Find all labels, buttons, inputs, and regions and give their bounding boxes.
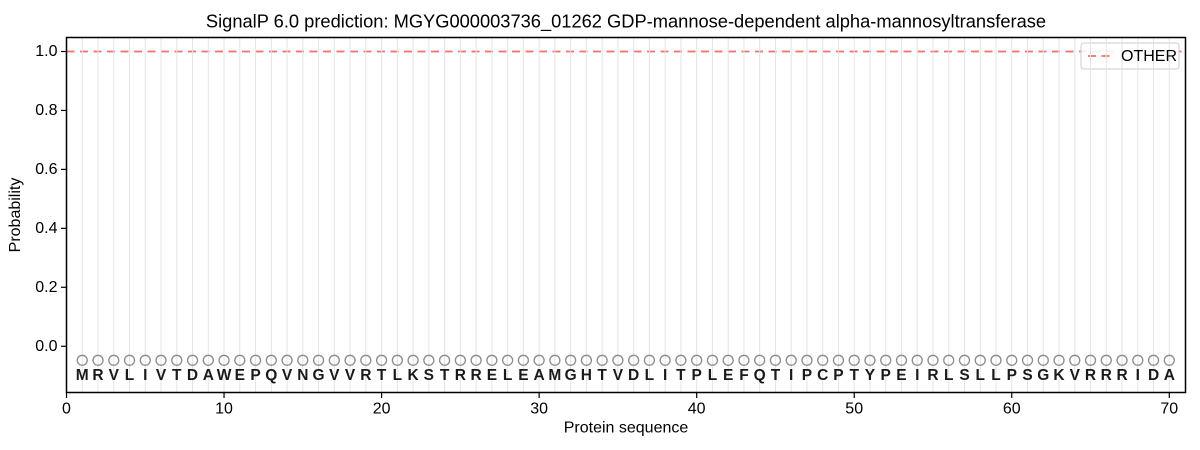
svg-text:OTHER: OTHER	[1121, 48, 1177, 65]
svg-text:S: S	[959, 367, 969, 384]
svg-text:30: 30	[530, 401, 548, 418]
svg-text:0.6: 0.6	[35, 161, 57, 178]
svg-text:L: L	[125, 367, 134, 384]
svg-text:P: P	[250, 367, 260, 384]
svg-text:D: D	[628, 367, 639, 384]
svg-text:R: R	[1101, 367, 1112, 384]
svg-text:I: I	[789, 367, 793, 384]
svg-text:W: W	[217, 367, 232, 384]
svg-text:I: I	[143, 367, 147, 384]
svg-text:A: A	[1164, 367, 1175, 384]
svg-text:R: R	[1085, 367, 1096, 384]
svg-text:A: A	[534, 367, 545, 384]
svg-text:50: 50	[845, 401, 863, 418]
svg-text:L: L	[645, 367, 654, 384]
svg-text:E: E	[487, 367, 497, 384]
svg-text:Protein sequence: Protein sequence	[564, 420, 689, 437]
svg-text:V: V	[345, 367, 356, 384]
svg-text:70: 70	[1160, 401, 1178, 418]
svg-text:Q: Q	[754, 367, 766, 384]
svg-text:T: T	[172, 367, 182, 384]
svg-text:N: N	[297, 367, 308, 384]
svg-text:10: 10	[215, 401, 233, 418]
svg-text:E: E	[896, 367, 906, 384]
svg-text:P: P	[833, 367, 843, 384]
svg-text:Q: Q	[265, 367, 277, 384]
svg-text:0: 0	[62, 401, 71, 418]
svg-text:S: S	[424, 367, 434, 384]
svg-text:I: I	[663, 367, 667, 384]
svg-text:L: L	[991, 367, 1000, 384]
svg-text:F: F	[739, 367, 748, 384]
svg-text:M: M	[548, 367, 561, 384]
svg-text:E: E	[723, 367, 733, 384]
svg-text:0.0: 0.0	[35, 338, 57, 355]
svg-text:V: V	[156, 367, 167, 384]
svg-text:L: L	[944, 367, 953, 384]
svg-text:G: G	[565, 367, 577, 384]
svg-text:20: 20	[373, 401, 391, 418]
svg-text:V: V	[109, 367, 120, 384]
svg-text:G: G	[313, 367, 325, 384]
svg-text:1.0: 1.0	[35, 43, 57, 60]
svg-text:SignalP 6.0 prediction: MGYG00: SignalP 6.0 prediction: MGYG000003736_01…	[206, 10, 1046, 32]
svg-text:I: I	[915, 367, 919, 384]
svg-text:P: P	[1007, 367, 1017, 384]
svg-text:A: A	[203, 367, 214, 384]
svg-text:T: T	[597, 367, 607, 384]
svg-text:G: G	[1037, 367, 1049, 384]
svg-text:V: V	[613, 367, 624, 384]
svg-text:H: H	[581, 367, 592, 384]
svg-text:R: R	[927, 367, 938, 384]
svg-text:K: K	[1053, 367, 1065, 384]
svg-text:0.8: 0.8	[35, 102, 57, 119]
svg-text:40: 40	[688, 401, 706, 418]
svg-text:K: K	[407, 367, 419, 384]
svg-text:0.4: 0.4	[35, 220, 57, 237]
svg-text:E: E	[518, 367, 528, 384]
svg-text:I: I	[1136, 367, 1140, 384]
svg-text:D: D	[187, 367, 198, 384]
svg-text:P: P	[691, 367, 701, 384]
svg-text:L: L	[976, 367, 985, 384]
svg-text:V: V	[329, 367, 340, 384]
svg-text:D: D	[1148, 367, 1159, 384]
svg-text:T: T	[771, 367, 781, 384]
svg-text:R: R	[471, 367, 482, 384]
svg-text:T: T	[377, 367, 387, 384]
svg-text:60: 60	[1003, 401, 1021, 418]
svg-text:R: R	[1116, 367, 1127, 384]
svg-text:R: R	[455, 367, 466, 384]
svg-text:R: R	[92, 367, 103, 384]
svg-text:P: P	[802, 367, 812, 384]
svg-text:0.2: 0.2	[35, 279, 57, 296]
svg-text:M: M	[76, 367, 89, 384]
svg-text:Probability: Probability	[7, 178, 24, 253]
svg-text:R: R	[360, 367, 371, 384]
svg-text:Y: Y	[865, 367, 876, 384]
svg-text:L: L	[708, 367, 717, 384]
svg-text:T: T	[849, 367, 859, 384]
svg-text:L: L	[503, 367, 512, 384]
svg-text:L: L	[393, 367, 402, 384]
svg-text:S: S	[1022, 367, 1032, 384]
svg-text:V: V	[1070, 367, 1081, 384]
svg-text:V: V	[282, 367, 293, 384]
svg-text:P: P	[881, 367, 891, 384]
svg-text:E: E	[235, 367, 245, 384]
svg-text:T: T	[440, 367, 450, 384]
svg-text:T: T	[676, 367, 686, 384]
svg-text:C: C	[817, 367, 828, 384]
